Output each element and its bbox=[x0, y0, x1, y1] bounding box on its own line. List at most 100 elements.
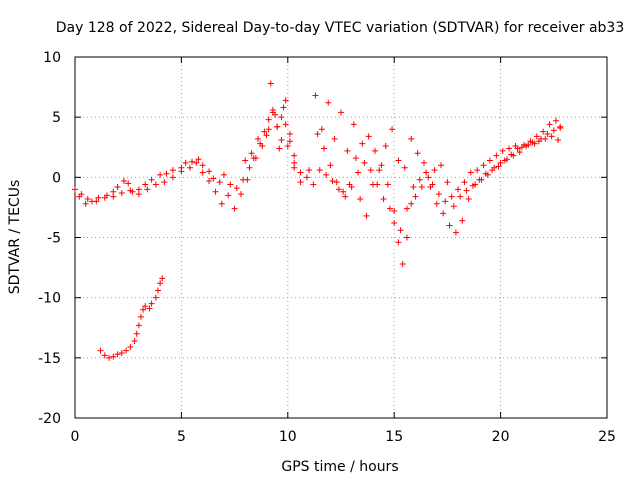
data-point bbox=[199, 169, 206, 176]
data-point bbox=[148, 300, 155, 307]
data-point bbox=[110, 193, 117, 200]
data-point bbox=[431, 167, 438, 174]
data-point bbox=[282, 97, 289, 104]
data-point bbox=[533, 133, 540, 140]
data-point bbox=[265, 126, 272, 133]
data-point bbox=[423, 169, 430, 176]
data-point bbox=[276, 145, 283, 152]
data-point bbox=[367, 167, 374, 174]
data-point bbox=[435, 191, 442, 198]
data-point bbox=[95, 194, 102, 201]
data-point bbox=[154, 287, 161, 294]
data-point bbox=[552, 117, 559, 124]
data-point bbox=[314, 131, 321, 138]
data-point bbox=[478, 176, 485, 183]
data-marks bbox=[72, 80, 564, 361]
data-point bbox=[391, 208, 398, 215]
data-point bbox=[486, 157, 493, 164]
data-point bbox=[461, 179, 468, 186]
data-point bbox=[395, 239, 402, 246]
data-point bbox=[148, 176, 155, 183]
data-point bbox=[503, 156, 510, 163]
data-point bbox=[331, 135, 338, 142]
x-tick-label: 0 bbox=[71, 429, 80, 445]
data-point bbox=[363, 212, 370, 219]
data-point bbox=[142, 181, 149, 188]
series-trace-2 bbox=[78, 80, 562, 236]
y-tick-label: -10 bbox=[38, 291, 61, 307]
data-point bbox=[410, 183, 417, 190]
series-trace-4 bbox=[97, 275, 166, 361]
data-point bbox=[78, 191, 85, 198]
data-point bbox=[244, 176, 251, 183]
y-tick-label: 0 bbox=[52, 170, 61, 186]
data-point bbox=[327, 162, 334, 169]
data-point bbox=[446, 222, 453, 229]
data-point bbox=[233, 185, 240, 192]
data-point bbox=[369, 181, 376, 188]
data-point bbox=[357, 195, 364, 202]
data-point bbox=[157, 171, 164, 178]
data-point bbox=[110, 353, 117, 360]
data-point bbox=[272, 111, 279, 118]
data-point bbox=[516, 149, 523, 156]
data-point bbox=[291, 159, 298, 166]
data-point bbox=[72, 186, 78, 193]
data-point bbox=[161, 179, 168, 186]
data-point bbox=[220, 171, 227, 178]
data-point bbox=[416, 176, 423, 183]
data-point bbox=[106, 354, 113, 361]
x-tick-label: 25 bbox=[598, 429, 616, 445]
axis-ticks: 0 5 10 15 20 25 -20 -15 -10 -5 0 5 10 bbox=[38, 50, 616, 445]
data-point bbox=[455, 186, 462, 193]
data-point bbox=[255, 135, 262, 142]
data-point bbox=[325, 99, 332, 106]
data-point bbox=[212, 188, 219, 195]
data-point bbox=[550, 127, 557, 134]
data-point bbox=[365, 133, 372, 140]
data-point bbox=[484, 171, 491, 178]
data-point bbox=[555, 137, 562, 144]
data-point bbox=[267, 80, 274, 87]
data-point bbox=[474, 167, 481, 174]
series-trace-3 bbox=[242, 97, 564, 234]
data-point bbox=[286, 131, 293, 138]
data-point bbox=[186, 164, 193, 171]
data-point bbox=[510, 152, 517, 159]
y-tick-label: 5 bbox=[52, 110, 61, 126]
data-point bbox=[491, 164, 498, 171]
data-point bbox=[216, 179, 223, 186]
data-point bbox=[316, 167, 323, 174]
data-point bbox=[340, 188, 347, 195]
data-point bbox=[540, 128, 547, 135]
data-point bbox=[497, 159, 504, 166]
data-point bbox=[159, 275, 166, 282]
data-point bbox=[278, 114, 285, 121]
data-point bbox=[518, 144, 525, 151]
data-point bbox=[344, 147, 351, 154]
data-point bbox=[246, 164, 253, 171]
data-point bbox=[333, 179, 340, 186]
data-point bbox=[84, 195, 91, 202]
data-point bbox=[506, 145, 513, 152]
data-point bbox=[312, 92, 319, 99]
data-point bbox=[472, 181, 479, 188]
data-point bbox=[384, 181, 391, 188]
data-point bbox=[286, 138, 293, 145]
data-point bbox=[342, 193, 349, 200]
data-point bbox=[101, 352, 108, 359]
data-point bbox=[218, 200, 225, 207]
data-point bbox=[133, 330, 140, 337]
data-point bbox=[420, 159, 427, 166]
data-point bbox=[380, 195, 387, 202]
data-point bbox=[93, 198, 100, 205]
data-point bbox=[265, 116, 272, 123]
data-point bbox=[408, 135, 415, 142]
data-point bbox=[284, 143, 291, 150]
data-point bbox=[440, 210, 447, 217]
data-point bbox=[386, 205, 393, 212]
data-point bbox=[199, 162, 206, 169]
x-tick-label: 20 bbox=[492, 429, 510, 445]
data-point bbox=[414, 150, 421, 157]
